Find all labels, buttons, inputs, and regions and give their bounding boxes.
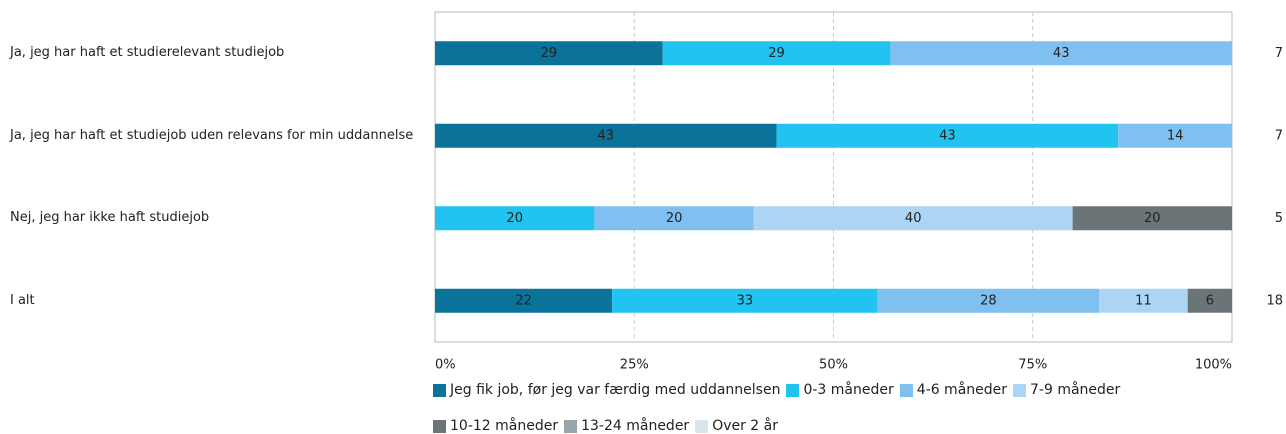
legend-swatch	[564, 419, 578, 433]
value-label: 43	[1053, 46, 1070, 61]
bar-segment	[1187, 288, 1232, 313]
legend-label: 10-12 måneder	[450, 418, 559, 434]
bar-segment	[776, 123, 1119, 148]
legend-label: 7-9 måneder	[1030, 382, 1121, 398]
legend-swatch	[433, 383, 446, 397]
bar-segment	[612, 288, 878, 313]
value-label: 43	[598, 128, 615, 143]
x-tick-label: 100%	[1195, 358, 1232, 373]
category-label: Nej, jeg har ikke haft studiejob	[10, 210, 210, 226]
value-label: 20	[666, 211, 683, 226]
bar-segment	[662, 41, 891, 66]
total-label: 7	[1275, 46, 1283, 61]
bar-segment	[1118, 123, 1233, 148]
value-label: 43	[939, 128, 956, 143]
value-label: 14	[1167, 128, 1184, 143]
bar-segment	[594, 206, 754, 231]
value-label: 40	[905, 211, 922, 226]
x-tick-label: 75%	[1018, 358, 1047, 373]
legend-item: Jeg fik job, før jeg var færdig med udda…	[433, 382, 780, 398]
total-label: 18	[1266, 293, 1283, 308]
legend-swatch	[1013, 383, 1027, 397]
category-label: Ja, jeg har haft et studierelevant studi…	[10, 45, 285, 61]
value-label: 29	[541, 46, 558, 61]
legend-swatch	[695, 419, 709, 433]
legend-item: 13-24 måneder	[564, 418, 689, 434]
legend-item: 4-6 måneder	[899, 382, 1008, 398]
legend-swatch	[899, 383, 913, 397]
legend-label: 13-24 måneder	[581, 418, 690, 434]
bar-segment	[753, 206, 1073, 231]
legend: Jeg fik job, før jeg var færdig med udda…	[433, 382, 1253, 434]
value-label: 20	[1144, 211, 1161, 226]
bar-segment	[1099, 288, 1188, 313]
bar-segment	[435, 288, 613, 313]
category-label: I alt	[10, 292, 35, 308]
legend-item: 10-12 måneder	[433, 418, 558, 434]
legend-label: Over 2 år	[712, 418, 779, 434]
bar-segment	[890, 41, 1232, 66]
bar-segment	[435, 123, 777, 148]
value-label: 22	[515, 293, 532, 308]
value-label: 33	[737, 293, 754, 308]
legend-item: 0-3 måneder	[786, 382, 894, 398]
value-label: 20	[506, 211, 523, 226]
total-label: 7	[1275, 128, 1283, 143]
legend-swatch	[786, 383, 800, 397]
bar-segment	[877, 288, 1100, 313]
legend-label: Jeg fik job, før jeg var færdig med udda…	[450, 382, 781, 398]
legend-item: Over 2 år	[695, 418, 778, 434]
bar-segment	[435, 206, 595, 231]
value-label: 11	[1135, 293, 1152, 308]
legend-swatch	[433, 419, 446, 433]
x-tick-label: 25%	[620, 358, 649, 373]
bar-segment	[1072, 206, 1232, 231]
value-label: 29	[768, 46, 785, 61]
x-tick-label: 0%	[435, 358, 456, 373]
total-label: 5	[1275, 211, 1283, 226]
bar-segment	[435, 41, 663, 66]
legend-label: 4-6 måneder	[916, 382, 1008, 398]
x-tick-label: 50%	[819, 358, 848, 373]
legend-item: 7-9 måneder	[1013, 382, 1120, 398]
value-label: 6	[1206, 293, 1214, 308]
value-label: 28	[980, 293, 997, 308]
legend-label: 0-3 måneder	[803, 382, 894, 398]
category-label: Ja, jeg har haft et studiejob uden relev…	[10, 127, 414, 143]
